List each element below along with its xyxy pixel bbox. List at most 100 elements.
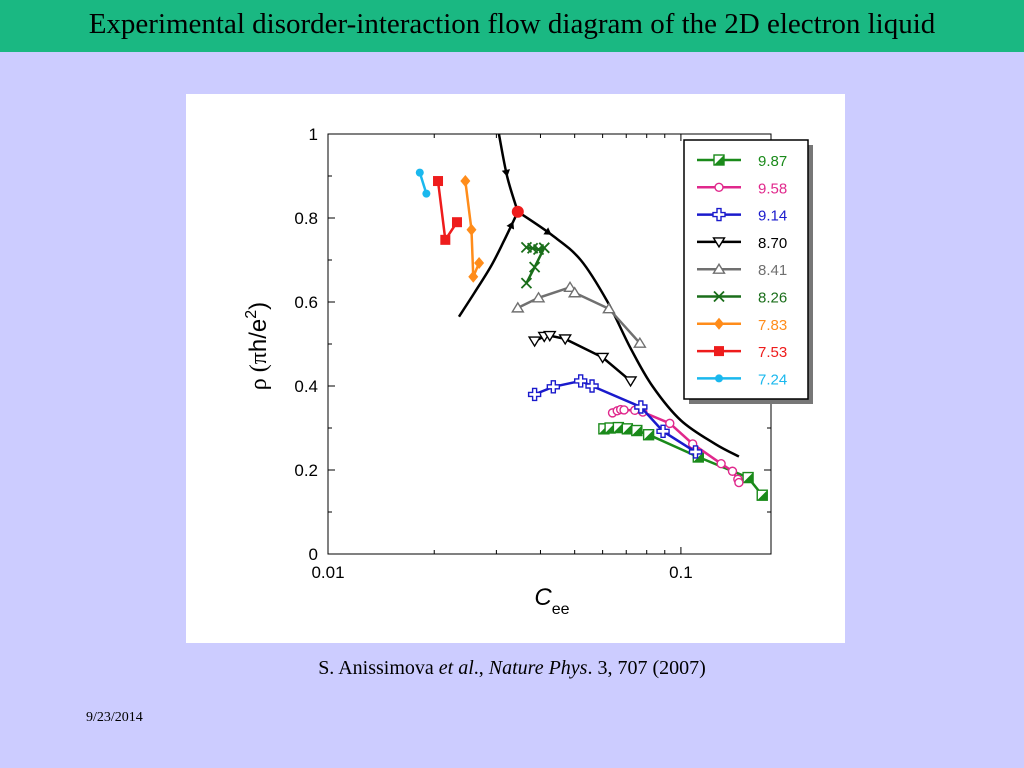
y-tick-label: 0.4 bbox=[294, 377, 318, 396]
slide-title: Experimental disorder-interaction flow d… bbox=[88, 8, 936, 40]
flow-arrow bbox=[506, 221, 515, 230]
legend-label: 7.53 bbox=[758, 344, 787, 361]
data-point bbox=[573, 374, 588, 388]
legend-item: 9.14 bbox=[697, 208, 787, 225]
legend-items: 9.87 9.58 9.14 8.70 8.41 8.26 7.83 7.53 7.24 bbox=[697, 153, 787, 388]
legend-label: 9.58 bbox=[758, 180, 787, 197]
series-9-14 bbox=[527, 374, 703, 459]
y-tick-label: 0 bbox=[309, 545, 318, 564]
data-point bbox=[531, 291, 546, 303]
data-point bbox=[585, 379, 599, 393]
citation-journal: Nature Phys bbox=[488, 657, 588, 679]
legend-item: 8.26 bbox=[697, 290, 787, 307]
legend-marker bbox=[713, 290, 725, 303]
flow-arrow bbox=[501, 169, 511, 177]
legend-label: 8.26 bbox=[758, 290, 787, 307]
y-axis-label-sup: 2 bbox=[243, 310, 260, 319]
data-point-fill bbox=[743, 472, 754, 483]
data-point bbox=[558, 334, 572, 346]
data-point bbox=[563, 280, 577, 293]
data-point bbox=[451, 217, 462, 228]
data-point bbox=[716, 459, 726, 469]
data-series bbox=[415, 168, 768, 501]
legend: 9.87 9.58 9.14 8.70 8.41 8.26 7.83 7.53 7.24 bbox=[683, 139, 813, 404]
data-point bbox=[734, 477, 744, 488]
legend-label: 8.70 bbox=[758, 235, 787, 252]
data-point bbox=[656, 424, 670, 439]
data-point bbox=[538, 242, 550, 254]
x-axis-label: Cee bbox=[534, 584, 569, 618]
flow-arrow bbox=[543, 227, 552, 235]
series-line bbox=[464, 180, 481, 278]
data-point bbox=[460, 175, 471, 188]
series-8-70 bbox=[527, 330, 638, 388]
data-point bbox=[727, 466, 738, 476]
legend-label: 7.83 bbox=[758, 317, 787, 334]
data-point bbox=[619, 405, 629, 415]
series-8-41 bbox=[511, 280, 647, 348]
citation: S. Anissimova et al., Nature Phys. 3, 70… bbox=[318, 657, 706, 679]
data-point-fill bbox=[643, 429, 654, 440]
series-8-26 bbox=[520, 241, 550, 289]
flow-diagram-chart: 0.01 0.1 0 0.2 0.4 0.6 0.8 1 Cee ρ (πh/e2) 9.8… bbox=[243, 125, 813, 618]
y-tick-label: 0.6 bbox=[294, 293, 318, 312]
legend-item: 9.58 bbox=[697, 180, 787, 197]
series-7-24 bbox=[415, 168, 431, 198]
data-point bbox=[688, 445, 703, 459]
legend-item: 9.87 bbox=[697, 153, 787, 170]
figure-panel: 0.01 0.1 0 0.2 0.4 0.6 0.8 1 Cee ρ (πh/e2) 9.8… bbox=[186, 94, 845, 643]
legend-label: 8.41 bbox=[758, 262, 787, 279]
data-point bbox=[595, 352, 610, 364]
legend-marker bbox=[712, 207, 726, 222]
fixed-point bbox=[511, 205, 524, 218]
y-axis-label: ρ (πh/e2) bbox=[243, 302, 272, 390]
legend-item: 8.70 bbox=[697, 235, 787, 252]
y-tick-label: 0.8 bbox=[294, 209, 318, 228]
legend-item: 8.41 bbox=[697, 262, 787, 279]
legend-label: 9.87 bbox=[758, 153, 787, 170]
x-axis-ticks: 0.01 0.1 bbox=[311, 134, 693, 582]
data-point bbox=[527, 387, 542, 402]
legend-marker bbox=[712, 262, 726, 274]
legend-marker bbox=[714, 182, 724, 193]
data-point bbox=[466, 223, 477, 236]
data-point bbox=[527, 336, 542, 348]
series-line bbox=[534, 334, 632, 382]
citation-etal: et al bbox=[438, 657, 474, 679]
data-point-fill bbox=[613, 422, 624, 433]
slide-date: 9/23/2014 bbox=[86, 710, 143, 725]
data-point bbox=[474, 256, 485, 269]
series-7-83 bbox=[460, 175, 485, 283]
legend-item: 7.24 bbox=[697, 371, 787, 388]
legend-item: 7.83 bbox=[697, 317, 787, 334]
data-point bbox=[546, 380, 561, 394]
legend-marker-fill bbox=[714, 155, 724, 165]
data-point bbox=[665, 418, 675, 429]
flow-curve bbox=[497, 133, 519, 213]
flow-curve bbox=[517, 210, 740, 458]
data-point bbox=[415, 168, 424, 177]
series-line bbox=[436, 180, 459, 244]
data-point-fill bbox=[605, 423, 616, 433]
data-point bbox=[520, 277, 533, 289]
y-tick-label: 0.2 bbox=[294, 461, 318, 480]
title-bar bbox=[0, 0, 1024, 52]
x-axis-label-sub: ee bbox=[552, 601, 570, 618]
legend-label: 7.24 bbox=[758, 371, 787, 388]
data-point bbox=[634, 400, 648, 414]
x-tick-label: 0.1 bbox=[669, 563, 693, 582]
series-9-58 bbox=[607, 404, 744, 488]
data-point bbox=[623, 376, 638, 388]
data-point bbox=[440, 234, 451, 245]
data-point bbox=[468, 270, 479, 283]
legend-marker bbox=[712, 237, 726, 249]
flow-lines bbox=[457, 133, 740, 458]
data-point bbox=[633, 336, 647, 348]
data-point-fill bbox=[757, 490, 768, 501]
legend-marker bbox=[714, 317, 724, 330]
data-point-fill bbox=[622, 423, 633, 434]
data-point bbox=[602, 302, 616, 314]
legend-item: 7.53 bbox=[697, 344, 787, 361]
series-7-53 bbox=[433, 176, 462, 245]
x-tick-label: 0.01 bbox=[311, 563, 344, 582]
